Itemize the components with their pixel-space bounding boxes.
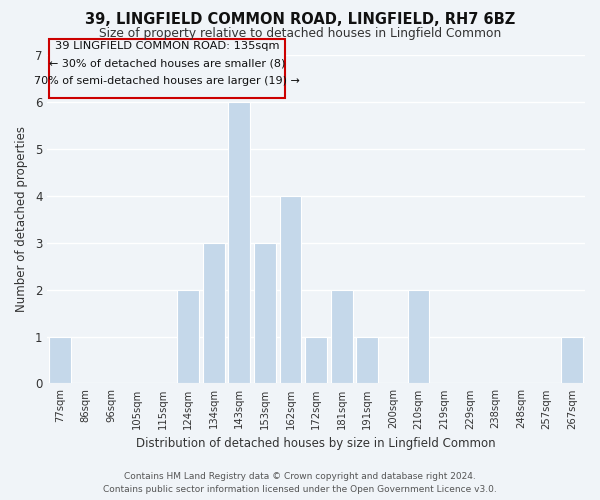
Text: Contains public sector information licensed under the Open Government Licence v3: Contains public sector information licen… <box>103 485 497 494</box>
Bar <box>356 336 378 384</box>
Bar <box>254 242 276 384</box>
Text: ← 30% of detached houses are smaller (8): ← 30% of detached houses are smaller (8) <box>49 58 285 68</box>
Y-axis label: Number of detached properties: Number of detached properties <box>15 126 28 312</box>
Text: Contains HM Land Registry data © Crown copyright and database right 2024.: Contains HM Land Registry data © Crown c… <box>124 472 476 481</box>
Bar <box>562 336 583 384</box>
Bar <box>229 102 250 384</box>
Text: 39 LINGFIELD COMMON ROAD: 135sqm: 39 LINGFIELD COMMON ROAD: 135sqm <box>55 41 279 51</box>
Text: Size of property relative to detached houses in Lingfield Common: Size of property relative to detached ho… <box>99 28 501 40</box>
Bar <box>49 336 71 384</box>
Bar <box>331 290 353 384</box>
Bar <box>177 290 199 384</box>
Bar <box>203 242 224 384</box>
FancyBboxPatch shape <box>49 38 286 98</box>
Bar <box>407 290 430 384</box>
Bar <box>280 196 301 384</box>
Text: 70% of semi-detached houses are larger (19) →: 70% of semi-detached houses are larger (… <box>34 76 300 86</box>
Bar <box>305 336 327 384</box>
Text: 39, LINGFIELD COMMON ROAD, LINGFIELD, RH7 6BZ: 39, LINGFIELD COMMON ROAD, LINGFIELD, RH… <box>85 12 515 28</box>
X-axis label: Distribution of detached houses by size in Lingfield Common: Distribution of detached houses by size … <box>136 437 496 450</box>
